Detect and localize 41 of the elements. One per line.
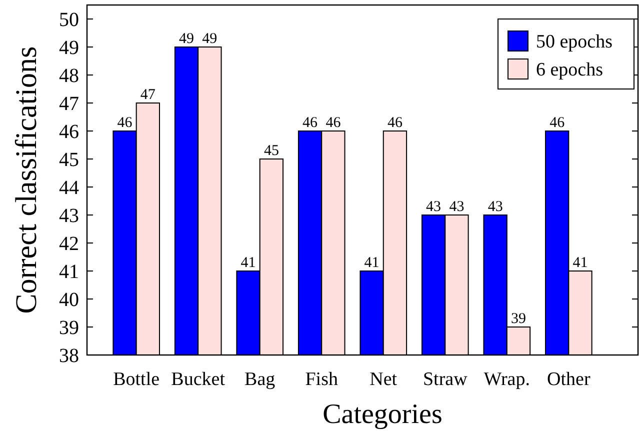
- y-tick-label: 44: [59, 177, 79, 199]
- data-label: 46: [326, 115, 342, 131]
- legend-label: 6 epochs: [536, 60, 604, 81]
- y-tick-label: 40: [59, 289, 79, 311]
- y-tick-label: 45: [59, 149, 79, 171]
- x-tick-label: Wrap.: [484, 369, 530, 390]
- y-tick-label: 39: [59, 317, 79, 339]
- data-label: 46: [117, 115, 133, 131]
- y-tick-label: 38: [59, 345, 79, 367]
- data-label: 45: [264, 143, 279, 159]
- data-label: 39: [510, 311, 526, 327]
- x-tick-label: Bag: [244, 369, 276, 390]
- y-tick-label: 41: [59, 261, 79, 283]
- y-tick-label: 49: [59, 37, 79, 59]
- data-label: 49: [179, 31, 194, 47]
- data-label: 49: [202, 31, 218, 47]
- data-label: 43: [426, 199, 442, 215]
- data-label: 41: [364, 255, 380, 271]
- x-tick-label: Bottle: [113, 369, 160, 390]
- data-label: 46: [302, 115, 318, 131]
- y-axis-title: Correct classifications: [10, 46, 43, 314]
- data-label: 47: [140, 87, 156, 103]
- y-tick-label: 48: [59, 65, 79, 87]
- y-tick-label: 42: [59, 233, 79, 255]
- x-tick-label: Bucket: [171, 369, 226, 390]
- data-label: 43: [488, 199, 503, 215]
- x-tick-label: Straw: [422, 369, 468, 390]
- y-tick-label: 43: [59, 205, 79, 227]
- data-label: 46: [550, 115, 566, 131]
- y-tick-label: 46: [59, 121, 79, 143]
- x-tick-label: Other: [547, 369, 591, 390]
- data-label: 41: [240, 255, 256, 271]
- x-axis-title: Categories: [322, 399, 442, 430]
- x-tick-label: Net: [370, 369, 398, 390]
- y-tick-label: 47: [59, 93, 79, 115]
- data-label: 43: [449, 199, 464, 215]
- y-tick-label: 50: [59, 9, 79, 31]
- data-label: 41: [572, 255, 588, 271]
- x-tick-label: Fish: [305, 369, 338, 390]
- legend-label: 50 epochs: [536, 32, 613, 53]
- data-label: 46: [387, 115, 403, 131]
